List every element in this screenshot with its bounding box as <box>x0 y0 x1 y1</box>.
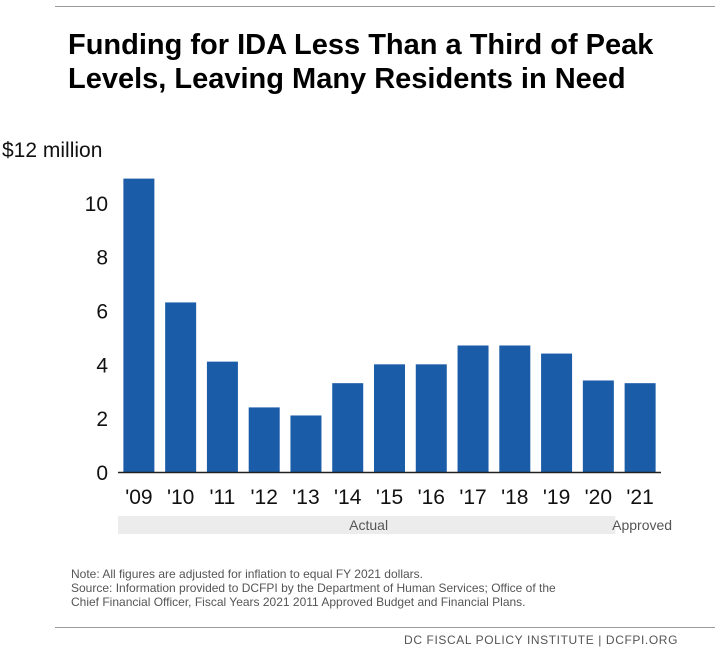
x-tick-label: '10 <box>167 486 194 509</box>
x-tick-label: '21 <box>626 486 653 509</box>
chart-title: Funding for IDA Less Than a Third of Pea… <box>68 28 708 96</box>
y-tick-label: 0 <box>96 462 108 485</box>
bar-14 <box>332 383 364 472</box>
y-tick-label: 8 <box>96 247 108 270</box>
chart-title-line-2: Levels, Leaving Many Residents in Need <box>68 63 626 95</box>
bar-11 <box>206 361 238 472</box>
x-axis-labels: '09 '10 '11 '12 '13 '14 '15 '16 '17 '18 '19 '20 '21 <box>125 486 654 509</box>
source-line-1: Source: Information provided to DCFPI by… <box>71 581 556 595</box>
footer-credit: DC FISCAL POLICY INSTITUTE | DCFPI.ORG <box>404 633 678 647</box>
x-tick-label: '19 <box>543 486 570 509</box>
x-tick-label: '13 <box>292 486 319 509</box>
bar-17 <box>457 345 489 472</box>
y-tick-label: 10 <box>85 193 108 216</box>
group-band-actual <box>118 516 616 534</box>
x-tick-label: '18 <box>501 486 528 509</box>
bar-21 <box>624 383 656 472</box>
x-tick-label: '12 <box>251 486 278 509</box>
bar-12 <box>248 407 280 472</box>
bar-15 <box>374 364 405 472</box>
y-tick-label: 4 <box>96 354 108 377</box>
bottom-divider <box>55 627 715 628</box>
x-tick-label: '15 <box>376 486 403 509</box>
bar-series <box>123 178 656 472</box>
y-tick-label: $12 million <box>2 139 102 162</box>
y-tick-label: 6 <box>96 301 108 324</box>
chart-notes: Note: All figures are adjusted for infla… <box>71 567 711 609</box>
bar-13 <box>290 415 322 472</box>
bar-chart: $12 million 10 8 6 4 2 0 '09 '10 '11 '12 '13 '14 '15… <box>2 139 672 534</box>
y-axis-labels: $12 million 10 8 6 4 2 0 <box>2 139 108 485</box>
source-line-2: Chief Financial Officer, Fiscal Years 20… <box>71 595 526 609</box>
bar-20 <box>582 380 614 472</box>
x-tick-label: '20 <box>585 486 612 509</box>
x-tick-label: '14 <box>334 486 362 509</box>
bar-18 <box>499 345 531 472</box>
note-line: Note: All figures are adjusted for infla… <box>71 567 423 581</box>
group-label-actual: Actual <box>349 517 388 533</box>
x-tick-label: '09 <box>125 486 152 509</box>
group-label-approved: Approved <box>612 517 672 533</box>
x-tick-label: '17 <box>459 486 486 509</box>
group-bands: Actual Approved <box>118 516 672 534</box>
bar-16 <box>415 364 447 472</box>
x-tick-label: '11 <box>210 486 236 509</box>
bar-10 <box>165 302 197 472</box>
x-tick-label: '16 <box>418 486 445 509</box>
chart-title-line-1: Funding for IDA Less Than a Third of Pea… <box>68 29 654 61</box>
y-tick-label: 2 <box>96 408 108 431</box>
bar-09 <box>123 178 155 472</box>
top-divider <box>55 6 715 7</box>
bar-19 <box>541 353 573 472</box>
